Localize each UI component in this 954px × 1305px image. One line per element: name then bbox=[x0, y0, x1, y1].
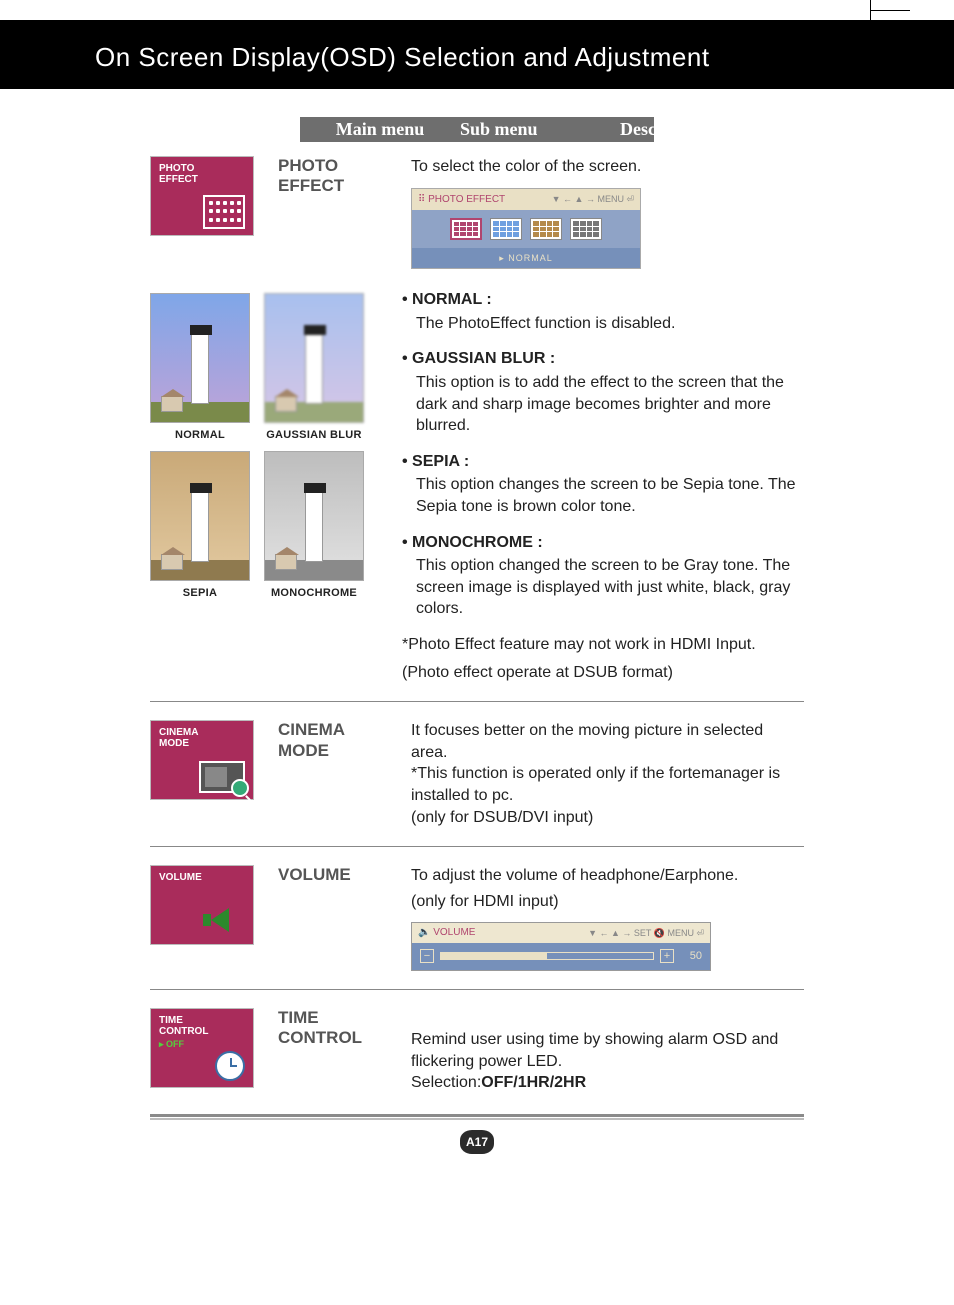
tile-label-line2: EFFECT bbox=[159, 174, 245, 185]
photo-effect-intro: To select the color of the screen. bbox=[411, 156, 804, 178]
volume-minus-icon: − bbox=[420, 949, 434, 963]
volume-osd-title: 🔈 VOLUME bbox=[418, 926, 475, 940]
photo-effect-note2: (Photo effect operate at DSUB format) bbox=[402, 662, 804, 684]
thumbnail-caption: GAUSSIAN BLUR bbox=[264, 429, 364, 441]
example-thumbnails: NORMAL GAUSSIAN BLUR SEPIA MONOCHROME bbox=[150, 293, 378, 599]
bottom-rule bbox=[150, 1114, 804, 1120]
effect-descriptions: • NORMAL :The PhotoEffect function is di… bbox=[402, 289, 804, 620]
separator bbox=[150, 701, 804, 702]
crop-marks bbox=[0, 0, 954, 20]
thumbnail-image bbox=[150, 451, 250, 581]
effect-item: • SEPIA :This option changes the screen … bbox=[402, 451, 804, 518]
thumbnail: NORMAL bbox=[150, 293, 250, 441]
dot-grid-icon bbox=[203, 195, 245, 229]
thumbnail-caption: MONOCHROME bbox=[264, 587, 364, 599]
submenu-cinema-mode: CINEMA MODE bbox=[278, 720, 393, 828]
column-header-row: Main menu Sub menu Description bbox=[300, 117, 654, 142]
volume-desc-l1: To adjust the volume of headphone/Earpho… bbox=[411, 865, 804, 887]
effect-heading: • GAUSSIAN BLUR : bbox=[402, 348, 804, 370]
effect-item: • NORMAL :The PhotoEffect function is di… bbox=[402, 289, 804, 334]
tile-cinema-mode: CINEMA MODE bbox=[150, 720, 254, 800]
col-description: Description bbox=[620, 119, 709, 140]
volume-osd-preview: 🔈 VOLUME ▼ ← ▲ → SET 🔇 MENU ⏎ − + 50 bbox=[411, 922, 711, 970]
content: Main menu Sub menu Description PHOTO EFF… bbox=[150, 117, 804, 1094]
osd-preview-title: ⠿ PHOTO EFFECT bbox=[418, 193, 505, 207]
effect-heading: • SEPIA : bbox=[402, 451, 804, 473]
submenu-time-control: TIME CONTROL bbox=[278, 1008, 393, 1094]
effect-body: The PhotoEffect function is disabled. bbox=[402, 313, 804, 335]
osd-preview-nav: ▼ ← ▲ → MENU ⏎ bbox=[552, 193, 634, 205]
thumbnail-image bbox=[150, 293, 250, 423]
effect-item: • GAUSSIAN BLUR :This option is to add t… bbox=[402, 348, 804, 436]
photo-effect-osd-preview: ⠿ PHOTO EFFECT ▼ ← ▲ → MENU ⏎ ▸ NORMAL bbox=[411, 188, 641, 270]
section-photo-effect: PHOTO EFFECT PHOTO EFFECT To select the … bbox=[150, 156, 804, 269]
submenu-photo-effect: PHOTO EFFECT bbox=[278, 156, 393, 269]
thumbnail: GAUSSIAN BLUR bbox=[264, 293, 364, 441]
tile-time-control: TIME CONTROL ▸ OFF bbox=[150, 1008, 254, 1088]
page: On Screen Display(OSD) Selection and Adj… bbox=[0, 0, 954, 1194]
tile-label-line1: TIME bbox=[159, 1015, 245, 1026]
osd-preview-footer: ▸ NORMAL bbox=[412, 248, 640, 268]
thumbnail-caption: NORMAL bbox=[150, 429, 250, 441]
col-sub-menu: Sub menu bbox=[460, 119, 620, 140]
cinema-mode-icon bbox=[199, 761, 245, 793]
volume-osd-nav: ▼ ← ▲ → SET 🔇 MENU ⏎ bbox=[588, 927, 704, 939]
osd-opt-mono bbox=[570, 218, 602, 240]
photo-effect-examples-row: NORMAL GAUSSIAN BLUR SEPIA MONOCHROME • NOR… bbox=[150, 283, 804, 683]
col-main-menu: Main menu bbox=[300, 119, 460, 140]
effect-item: • MONOCHROME :This option changed the sc… bbox=[402, 532, 804, 620]
effect-heading: • NORMAL : bbox=[402, 289, 804, 311]
osd-opt-sepia bbox=[530, 218, 562, 240]
volume-value: 50 bbox=[680, 949, 702, 964]
submenu-volume: VOLUME bbox=[278, 865, 393, 971]
separator bbox=[150, 989, 804, 990]
effect-body: This option is to add the effect to the … bbox=[402, 372, 804, 437]
speaker-icon bbox=[197, 908, 229, 932]
thumbnail: MONOCHROME bbox=[264, 451, 364, 599]
photo-effect-grid-icon bbox=[203, 195, 245, 229]
effect-body: This option changed the screen to be Gra… bbox=[402, 555, 804, 620]
tile-label-line1: PHOTO bbox=[159, 163, 245, 174]
effect-heading: • MONOCHROME : bbox=[402, 532, 804, 554]
section-cinema-mode: CINEMA MODE CINEMA MODE It focuses bette… bbox=[150, 720, 804, 828]
page-title: On Screen Display(OSD) Selection and Adj… bbox=[0, 42, 954, 73]
page-number-badge: A17 bbox=[460, 1130, 494, 1154]
magnifier-icon bbox=[199, 761, 245, 793]
volume-bar bbox=[440, 952, 654, 960]
section-volume: VOLUME VOLUME To adjust the volume of he… bbox=[150, 865, 804, 971]
osd-preview-options bbox=[412, 210, 640, 248]
tile-label-line2: MODE bbox=[159, 738, 245, 749]
tile-volume: VOLUME bbox=[150, 865, 254, 945]
thumbnail-image bbox=[264, 451, 364, 581]
separator bbox=[150, 846, 804, 847]
thumbnail: SEPIA bbox=[150, 451, 250, 599]
tile-label-line1: CINEMA bbox=[159, 727, 245, 738]
thumbnail-image bbox=[264, 293, 364, 423]
tile-photo-effect: PHOTO EFFECT bbox=[150, 156, 254, 236]
section-time-control: TIME CONTROL ▸ OFF TIME CONTROL Remind u… bbox=[150, 1008, 804, 1094]
photo-effect-note1: *Photo Effect feature may not work in HD… bbox=[402, 634, 804, 656]
cinema-mode-desc: It focuses better on the moving picture … bbox=[411, 720, 804, 828]
tile-time-off-label: ▸ OFF bbox=[159, 1039, 245, 1050]
volume-plus-icon: + bbox=[660, 949, 674, 963]
effect-body: This option changes the screen to be Sep… bbox=[402, 474, 804, 517]
tile-label-line1: VOLUME bbox=[159, 872, 245, 883]
clock-icon bbox=[215, 1051, 245, 1081]
thumbnail-caption: SEPIA bbox=[150, 587, 250, 599]
osd-opt-gaussian bbox=[490, 218, 522, 240]
volume-desc-l2: (only for HDMI input) bbox=[411, 891, 804, 913]
osd-opt-normal bbox=[450, 218, 482, 240]
time-control-desc: Remind user using time by showing alarm … bbox=[411, 1008, 804, 1094]
title-bar: On Screen Display(OSD) Selection and Adj… bbox=[0, 20, 954, 89]
tile-label-line2: CONTROL bbox=[159, 1026, 245, 1037]
